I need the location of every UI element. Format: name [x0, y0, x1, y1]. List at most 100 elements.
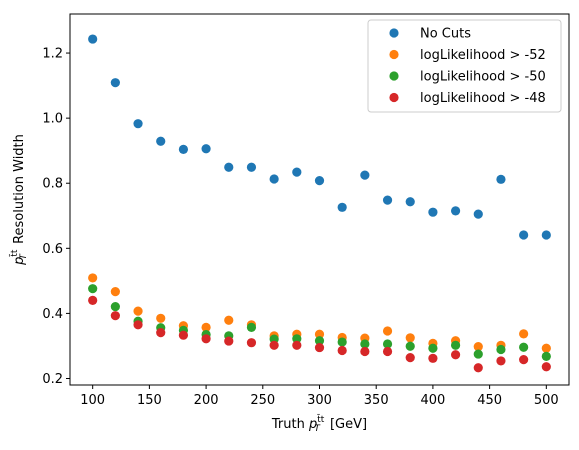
data-point [405, 353, 415, 363]
y-tick-label: 0.2 [42, 372, 63, 387]
data-point [314, 176, 325, 186]
data-point [450, 206, 461, 216]
legend-marker [389, 71, 399, 81]
x-axis-label-part: p [308, 417, 317, 432]
data-point [133, 320, 143, 330]
x-tick-label: 150 [137, 393, 162, 408]
y-axis-label-group: pt̄tT Resolution Width [8, 134, 29, 266]
data-point [156, 328, 166, 338]
data-point [337, 337, 347, 347]
data-point [110, 78, 120, 88]
x-axis-label: Truth pt̄t T [GeV] [271, 413, 367, 434]
y-axis-label-part: Resolution Width [12, 134, 27, 248]
data-point [519, 230, 529, 240]
data-point [314, 329, 325, 339]
data-point [88, 34, 98, 44]
data-point [292, 167, 302, 177]
data-point [360, 339, 370, 349]
data-point [110, 287, 120, 297]
y-axis-label-part: t̄t [8, 249, 20, 257]
y-axis-label-part: p [12, 257, 27, 266]
data-point [88, 284, 98, 294]
axes: 100 150 200 250 300 350 400 450 500 0.2 0.4 0.6 0.8 1… [8, 13, 570, 434]
legend-label: logLikelihood > -50 [420, 70, 546, 85]
data-point [428, 353, 438, 363]
legend-label: No Cuts [420, 27, 471, 42]
y-axis-label-part: T [19, 253, 29, 260]
x-axis-label-part: T [314, 424, 321, 434]
data-point [133, 306, 143, 316]
y-tick-label: 0.8 [42, 177, 63, 192]
legend-box [367, 19, 562, 113]
data-point [246, 322, 257, 332]
data-point [314, 342, 325, 353]
data-point [473, 209, 483, 219]
data-point [541, 362, 551, 372]
data-point [201, 334, 211, 344]
data-point [110, 311, 120, 321]
data-point [224, 336, 234, 346]
data-point [519, 342, 529, 352]
data-point [201, 322, 211, 332]
x-axis-label-part: t̄t [317, 413, 325, 425]
y-tick-label: 1.2 [42, 47, 63, 62]
data-point [156, 136, 166, 146]
data-point [88, 295, 98, 305]
y-tick-label: 1.0 [42, 112, 63, 127]
plot-marks [88, 34, 551, 373]
legend-label: logLikelihood > -48 [420, 91, 546, 106]
data-point [428, 207, 438, 217]
data-point [382, 339, 393, 349]
data-point [292, 334, 302, 344]
data-point [450, 340, 461, 350]
data-point [496, 344, 506, 355]
data-point [450, 350, 461, 360]
x-tick-label: 300 [307, 393, 332, 408]
data-point [428, 343, 438, 353]
x-tick-label: 250 [250, 393, 275, 408]
legend-marker [389, 28, 399, 38]
data-point [382, 195, 393, 205]
x-tick-label: 500 [534, 393, 559, 408]
y-tick-label: 0.6 [42, 242, 63, 257]
data-point [360, 346, 370, 357]
data-point [224, 162, 234, 172]
x-tick-label: 400 [420, 393, 445, 408]
data-point [473, 349, 483, 359]
data-point [405, 197, 415, 207]
data-point [541, 343, 551, 353]
y-tick-label: 0.4 [42, 307, 63, 322]
data-point [473, 342, 483, 352]
data-point [473, 363, 483, 373]
legend-label: logLikelihood > -52 [420, 48, 546, 63]
data-point [405, 333, 415, 343]
data-point [541, 230, 551, 240]
data-point [519, 355, 529, 365]
data-point [269, 340, 279, 350]
data-point [496, 356, 506, 366]
legend: No Cuts logLikelihood > -52 logLikelihood … [367, 19, 562, 113]
data-point [201, 144, 211, 154]
data-point [224, 315, 234, 325]
data-point [178, 330, 189, 340]
x-axis-label-part: Truth [271, 417, 309, 432]
data-point [88, 273, 98, 283]
data-point [246, 338, 257, 348]
x-tick-label: 350 [364, 393, 389, 408]
data-point [110, 301, 120, 312]
series-0-points [88, 34, 551, 240]
y-axis-label: pt̄tT Resolution Width [8, 134, 29, 266]
x-axis-label-part: [GeV] [326, 417, 367, 432]
data-point [292, 340, 302, 350]
data-point [360, 170, 370, 180]
series-3-points [88, 295, 551, 373]
legend-marker [389, 49, 399, 60]
data-point [337, 202, 347, 212]
x-tick-label: 100 [80, 393, 105, 408]
data-point [246, 162, 257, 172]
data-point [496, 174, 506, 184]
x-tick-label: 200 [194, 393, 219, 408]
data-point [337, 345, 347, 356]
